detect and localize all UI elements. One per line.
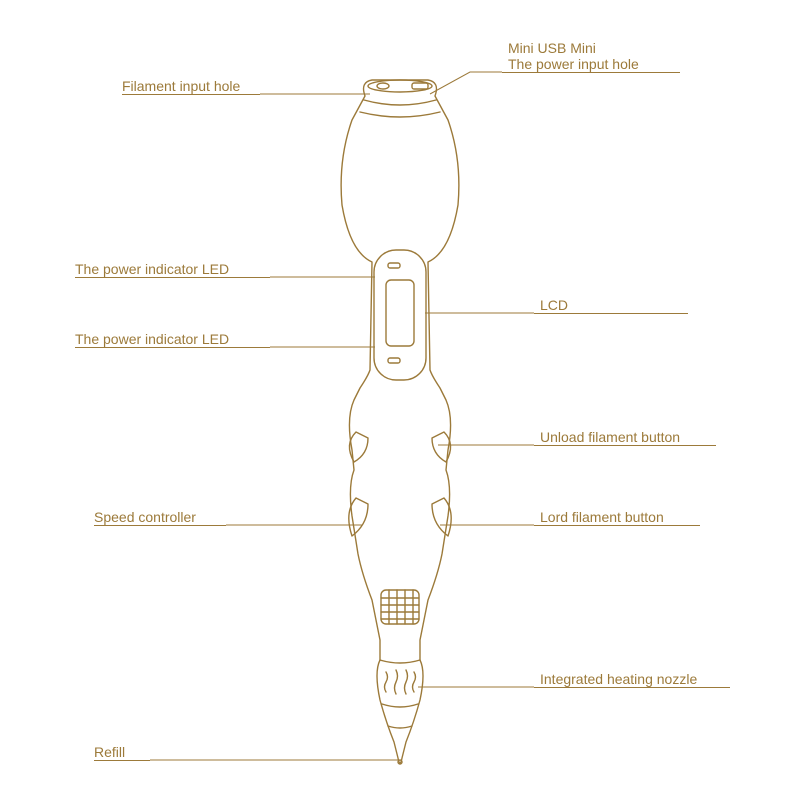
underline-mini-usb-2 (502, 72, 680, 73)
label-filament-input: Filament input hole (122, 78, 240, 95)
underline-refill (94, 760, 150, 761)
underline-led-1 (75, 277, 270, 278)
label-mini-usb-1: Mini USB Mini (508, 40, 596, 57)
pen-outline (341, 80, 459, 764)
label-nozzle: Integrated heating nozzle (540, 671, 697, 688)
label-led-2: The power indicator LED (75, 331, 229, 348)
label-unload: Unload filament button (540, 429, 680, 446)
usb-port (412, 83, 428, 89)
underline-lord (534, 525, 700, 526)
filament-input-hole (377, 83, 389, 89)
label-speed: Speed controller (94, 509, 196, 526)
label-lcd: LCD (540, 297, 568, 314)
speed-slider (381, 590, 419, 624)
pen-tip (398, 760, 402, 764)
label-refill: Refill (94, 744, 125, 761)
underline-speed (94, 525, 226, 526)
underline-unload (534, 445, 716, 446)
led-bottom (388, 358, 400, 363)
underline-filament-input (122, 94, 260, 95)
right-button-upper (432, 432, 451, 462)
underline-lcd (534, 313, 688, 314)
lcd-screen (386, 280, 414, 346)
underline-led-2 (75, 347, 270, 348)
label-led-1: The power indicator LED (75, 261, 229, 278)
left-button-upper (349, 432, 368, 462)
leader-mini-usb-2 (430, 72, 502, 94)
led-top (388, 263, 400, 268)
underline-nozzle (534, 687, 730, 688)
label-mini-usb-2: The power input hole (508, 56, 639, 73)
label-lord: Lord filament button (540, 509, 664, 526)
